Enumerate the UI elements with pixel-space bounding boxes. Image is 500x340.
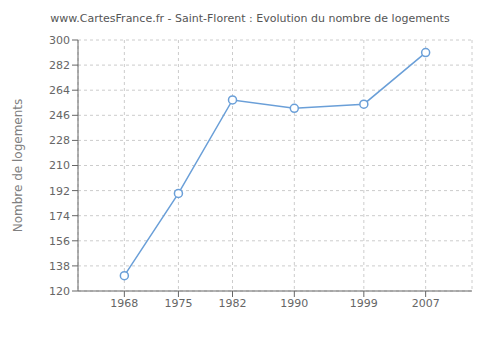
svg-text:264: 264 bbox=[49, 84, 70, 97]
svg-text:2007: 2007 bbox=[412, 297, 440, 310]
svg-text:156: 156 bbox=[49, 235, 70, 248]
svg-text:1990: 1990 bbox=[280, 297, 308, 310]
svg-text:1968: 1968 bbox=[110, 297, 138, 310]
svg-text:210: 210 bbox=[49, 159, 70, 172]
svg-text:228: 228 bbox=[49, 134, 70, 147]
svg-text:138: 138 bbox=[49, 260, 70, 273]
svg-text:120: 120 bbox=[49, 285, 70, 298]
svg-text:174: 174 bbox=[49, 210, 70, 223]
html-text:www.CartesFrance.fr - Saint-Fl: www.CartesFrance.fr - Saint-Florent : Ev… bbox=[50, 12, 450, 25]
svg-text:1982: 1982 bbox=[219, 297, 247, 310]
svg-text:1975: 1975 bbox=[164, 297, 192, 310]
svg-text:192: 192 bbox=[49, 185, 70, 198]
svg-text:1999: 1999 bbox=[350, 297, 378, 310]
svg-text:246: 246 bbox=[49, 109, 70, 122]
svg-text:300: 300 bbox=[49, 34, 70, 47]
svg-text:282: 282 bbox=[49, 59, 70, 72]
svg-text:Nombre de logements: Nombre de logements bbox=[11, 99, 25, 233]
